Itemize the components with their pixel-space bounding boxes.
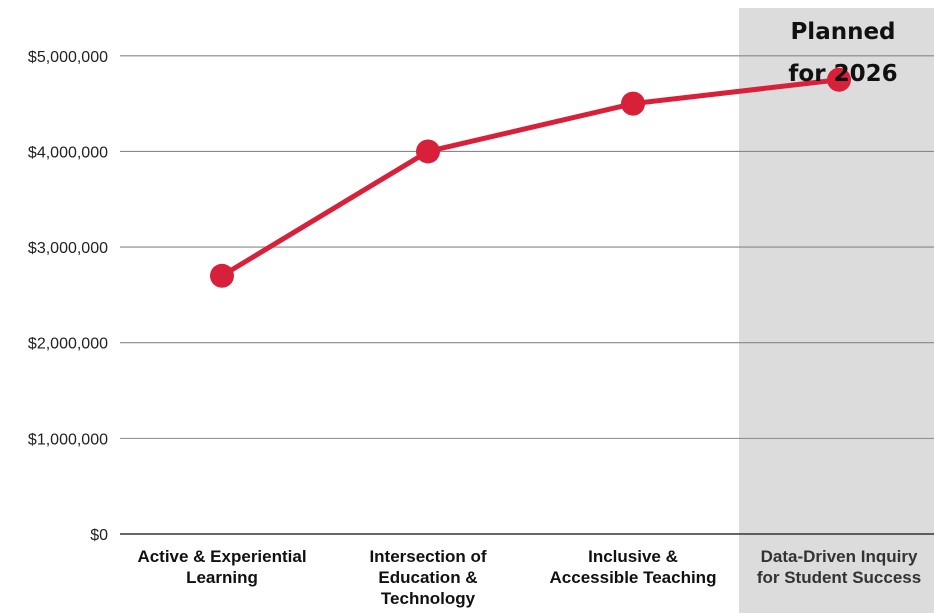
data-point xyxy=(416,139,440,164)
planned-label: Planned for 2026 xyxy=(788,19,897,87)
data-point xyxy=(621,91,645,116)
planned-region xyxy=(739,8,934,613)
x-tick-label: Active & Experiential Learning xyxy=(137,547,306,587)
y-tick-label: $4,000,000 xyxy=(28,144,108,161)
data-point xyxy=(827,67,851,92)
series-group xyxy=(210,67,851,288)
series-line xyxy=(219,77,842,279)
y-tick-label: $0 xyxy=(90,527,108,544)
data-point xyxy=(210,263,234,288)
x-tick-label: Inclusive & Accessible Teaching xyxy=(550,547,717,587)
y-axis-tick-labels: $0 $1,000,000 $2,000,000 $3,000,000 $4,000,0… xyxy=(28,49,108,544)
x-tick-label: Intersection of Education & Technology xyxy=(369,547,486,608)
y-tick-label: $2,000,000 xyxy=(28,336,108,353)
x-axis-tick-labels: Active & Experiential Learning Intersectio… xyxy=(137,547,921,608)
y-tick-label: $3,000,000 xyxy=(28,240,108,257)
y-tick-label: $5,000,000 xyxy=(28,49,108,66)
gridlines xyxy=(120,55,934,535)
x-tick-label: Data-Driven Inquiry for Student Success xyxy=(757,547,921,587)
y-tick-label: $1,000,000 xyxy=(28,431,108,448)
